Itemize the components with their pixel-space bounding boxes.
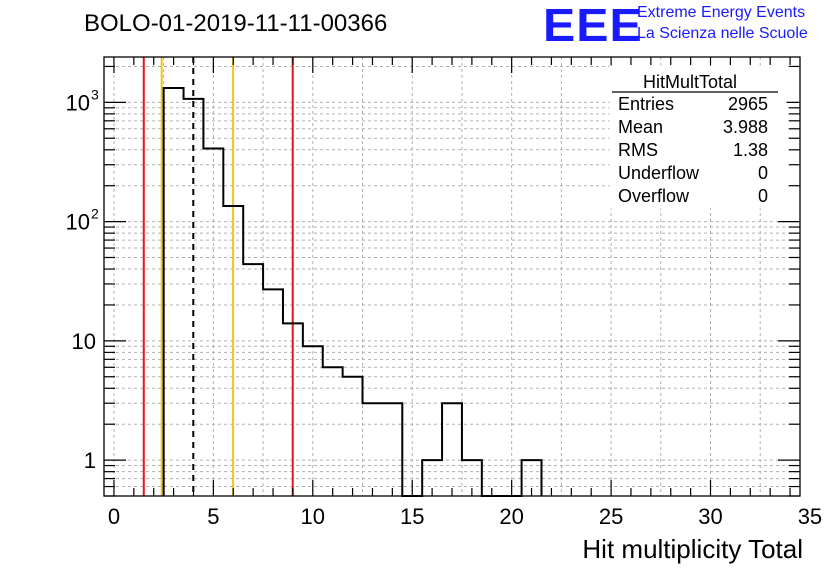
stats-row-label: Underflow bbox=[618, 163, 700, 183]
stats-row-label: RMS bbox=[618, 140, 658, 160]
stats-row-label: Entries bbox=[618, 94, 674, 114]
logo-subtitle-line1: Extreme Energy Events bbox=[637, 4, 806, 21]
x-tick-label: 30 bbox=[698, 504, 722, 529]
x-tick-label: 35 bbox=[798, 504, 822, 529]
reference-lines bbox=[142, 57, 294, 496]
x-tick-label: 25 bbox=[599, 504, 623, 529]
histogram-bin bbox=[382, 403, 402, 496]
stats-box: HitMultTotal Entries 2965 Mean 3.988 RMS 1.38… bbox=[609, 65, 787, 209]
y-tick-exponent: 3 bbox=[91, 86, 99, 102]
stats-row-value: 0 bbox=[758, 186, 768, 206]
stats-row-value: 3.988 bbox=[723, 117, 768, 137]
axis-ticks bbox=[104, 57, 800, 497]
histogram-outline bbox=[162, 86, 543, 497]
x-tick-label: 5 bbox=[207, 504, 219, 529]
histogram-bin bbox=[323, 367, 343, 496]
y-tick-label: 10 bbox=[66, 210, 90, 235]
x-tick-label: 15 bbox=[400, 504, 424, 529]
histogram-bin bbox=[243, 264, 263, 496]
y-tick-label: 10 bbox=[66, 90, 90, 115]
x-tick-label: 20 bbox=[499, 504, 523, 529]
histogram-bin bbox=[263, 289, 283, 496]
y-tick-label: 10 bbox=[72, 329, 96, 354]
logo-subtitle-line2: La Scienza nelle Scuole bbox=[637, 25, 808, 42]
stats-row-label: Mean bbox=[618, 117, 663, 137]
run-title: BOLO-01-2019-11-11-00366 bbox=[84, 10, 388, 37]
stats-row-value: 0 bbox=[758, 163, 768, 183]
y-tick-label: 1 bbox=[84, 448, 96, 473]
histogram-series bbox=[162, 86, 543, 497]
histogram-bin bbox=[363, 403, 383, 496]
stats-row-label: Overflow bbox=[618, 186, 690, 206]
eee-logo: EEE bbox=[543, 0, 643, 51]
histogram-bin bbox=[164, 88, 184, 496]
stats-row-value: 2965 bbox=[728, 94, 768, 114]
stats-title: HitMultTotal bbox=[643, 72, 737, 92]
histogram-bin bbox=[442, 403, 462, 496]
stats-box-background bbox=[609, 65, 787, 209]
x-axis-title: Hit multiplicity Total bbox=[582, 534, 803, 564]
stats-row-value: 1.38 bbox=[733, 140, 768, 160]
x-tick-label: 0 bbox=[108, 504, 120, 529]
y-tick-exponent: 2 bbox=[91, 206, 99, 222]
x-tick-label: 10 bbox=[301, 504, 325, 529]
